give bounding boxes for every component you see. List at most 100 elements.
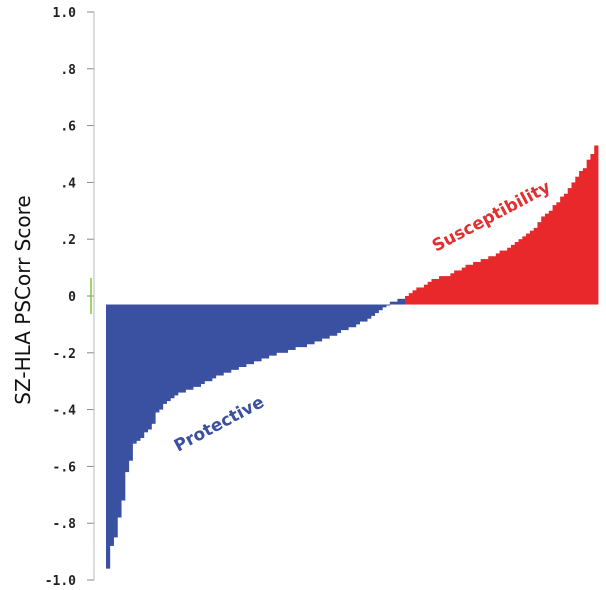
protective-bar — [287, 304, 292, 350]
susceptibility-bar — [575, 176, 580, 305]
susceptibility-bar — [529, 230, 535, 305]
susceptibility-bar — [518, 239, 523, 305]
protective-bar — [211, 304, 217, 379]
susceptibility-bar — [579, 171, 584, 305]
y-tick-label: 0 — [68, 290, 76, 305]
protective-bar — [147, 304, 152, 430]
protective-bar — [124, 304, 130, 473]
susceptibility-bar — [548, 210, 553, 305]
protective-bar — [230, 304, 236, 370]
protective-bar — [223, 304, 228, 373]
protective-bar — [253, 304, 258, 362]
susceptibility-bar — [507, 247, 512, 305]
protective-bar — [382, 304, 387, 308]
protective-bar — [140, 304, 145, 438]
susceptibility-bar — [586, 159, 591, 305]
protective-bar — [370, 304, 376, 316]
protective-bar — [306, 304, 311, 345]
protective-bar — [401, 298, 406, 305]
protective-bar — [299, 304, 304, 348]
protective-bar — [109, 304, 114, 546]
protective-bar — [336, 304, 342, 333]
protective-bar — [227, 304, 232, 373]
susceptibility-bar — [541, 216, 546, 305]
y-tick-label: .2 — [60, 233, 76, 248]
protective-bar — [291, 304, 296, 350]
protective-bar — [208, 304, 213, 382]
protective-bar — [238, 304, 243, 367]
protective-bar — [162, 304, 167, 404]
protective-bar — [340, 304, 345, 331]
y-tick-label: .8 — [60, 63, 76, 78]
protective-bar — [174, 304, 179, 396]
y-axis-label: SZ-HLA PSCorr Score — [11, 195, 35, 404]
protective-bar — [249, 304, 254, 365]
protective-bar — [234, 304, 239, 370]
protective-bar — [310, 304, 315, 345]
bars — [106, 145, 599, 569]
protective-bar — [143, 304, 149, 433]
protective-bar — [189, 304, 194, 390]
y-tick-label: .6 — [60, 120, 76, 135]
protective-bar — [276, 304, 281, 353]
y-tick-label: -1.0 — [45, 574, 76, 589]
susceptibility-bar — [545, 213, 550, 305]
protective-bar — [389, 301, 395, 305]
susceptibility-bar — [442, 276, 448, 305]
susceptibility-bar — [556, 202, 561, 305]
protective-bar — [177, 304, 183, 393]
y-tick-label: .4 — [60, 176, 76, 191]
protective-bar — [136, 304, 141, 441]
protective-bar — [272, 304, 277, 356]
susceptibility-bar — [480, 259, 485, 305]
susceptibility-bar — [431, 278, 436, 305]
y-tick-label: -.2 — [53, 347, 76, 362]
susceptibility-bar — [537, 222, 542, 305]
protective-bar — [128, 304, 133, 461]
susceptibility-bar — [435, 278, 440, 305]
susceptibility-bar — [476, 261, 482, 305]
protective-annotation: Protective — [171, 392, 268, 456]
protective-bar — [352, 304, 357, 328]
susceptibility-bar — [590, 154, 595, 305]
susceptibility-bar — [423, 284, 429, 305]
y-axis-ticks: 1.0 .8 .6 .4 .2 0 -.2 -.4 -.6 -.8 -1.0 — [45, 6, 94, 589]
protective-bar — [158, 304, 164, 410]
susceptibility-bar — [495, 253, 500, 305]
protective-bar — [302, 304, 307, 348]
protective-bar — [242, 304, 247, 367]
protective-bar — [155, 304, 160, 413]
protective-bar — [121, 304, 126, 501]
protective-bar — [386, 304, 391, 306]
susceptibility-bar — [484, 259, 489, 305]
susceptibility-bar — [560, 196, 565, 305]
susceptibility-bar — [533, 227, 538, 305]
susceptibility-bar — [450, 273, 455, 305]
protective-bar — [321, 304, 326, 339]
protective-bar — [355, 304, 360, 325]
susceptibility-bar — [465, 264, 470, 305]
protective-bar — [359, 304, 364, 322]
susceptibility-bar — [416, 287, 421, 305]
y-tick-label: 1.0 — [53, 6, 77, 21]
susceptibility-bar — [420, 287, 425, 305]
susceptibility-bar — [594, 145, 599, 305]
susceptibility-bar — [492, 256, 497, 305]
susceptibility-bar — [514, 242, 519, 305]
susceptibility-bar — [454, 270, 459, 305]
susceptibility-bar — [526, 233, 531, 305]
susceptibility-bar — [563, 193, 569, 305]
susceptibility-bar — [469, 264, 474, 305]
protective-bar — [378, 304, 383, 311]
protective-bar — [348, 304, 353, 328]
protective-bar — [333, 304, 338, 336]
susceptibility-bar — [503, 250, 508, 305]
protective-bar — [268, 304, 273, 356]
susceptibility-bar — [439, 276, 444, 305]
susceptibility-bar — [571, 182, 576, 305]
susceptibility-bar — [582, 168, 588, 305]
susceptibility-bar — [427, 281, 432, 305]
protective-bar — [196, 304, 202, 387]
protective-bar — [261, 304, 266, 359]
